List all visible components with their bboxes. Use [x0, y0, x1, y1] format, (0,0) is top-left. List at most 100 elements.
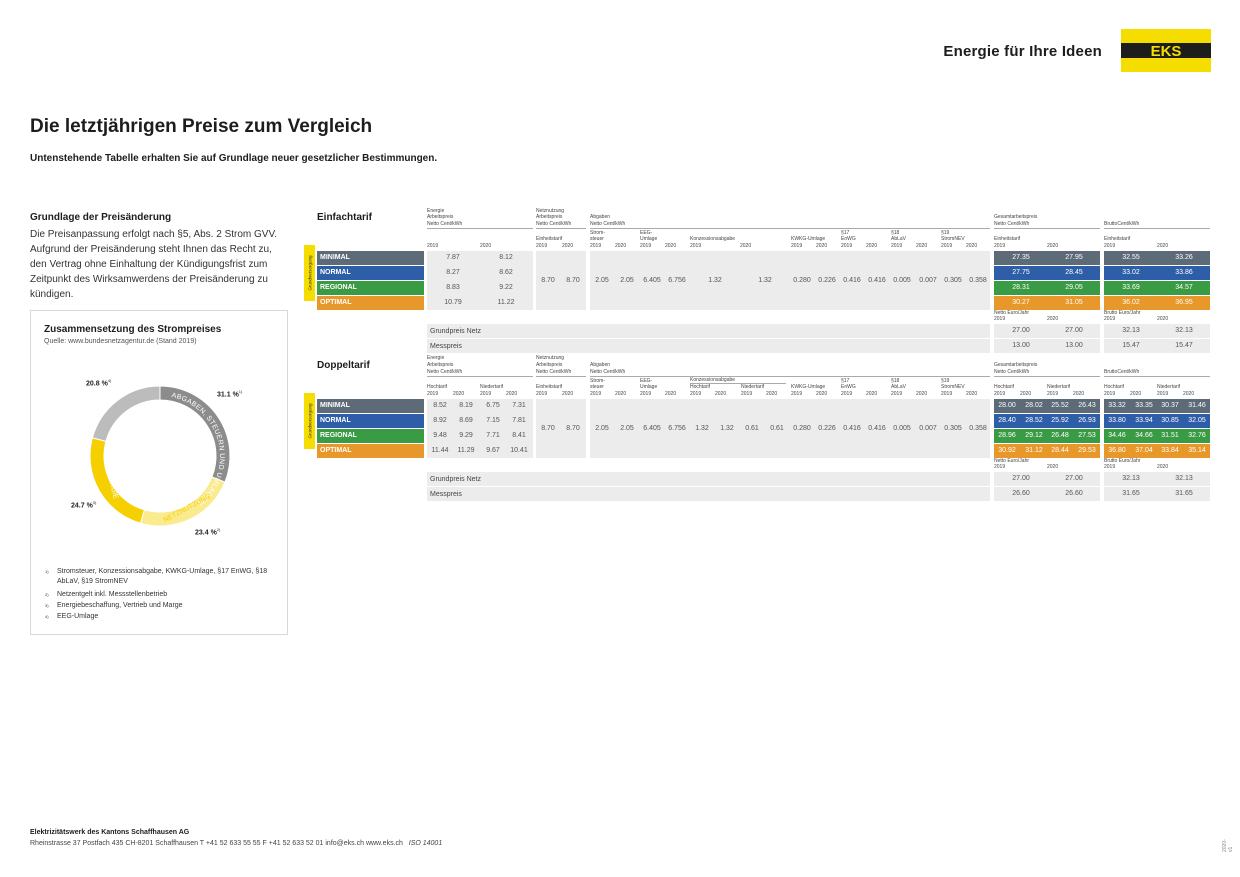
hdr-year: 2019 — [891, 391, 903, 397]
hdr-2020: 2020 — [1157, 316, 1169, 322]
shared-value: 8.70 — [566, 277, 580, 284]
gesamt-row-bg — [994, 266, 1100, 280]
doppeltarif-title: Doppeltarif — [317, 360, 370, 371]
fee-value: 27.00 — [1012, 327, 1030, 334]
fee-value: 15.47 — [1122, 342, 1140, 349]
hdr-year: 2020 — [715, 391, 727, 397]
gesamt-value: 28.52 — [1025, 417, 1043, 424]
hdr-strom: Strom- — [590, 230, 605, 236]
hdr-gesamt: Gesamtarbeitspreis — [994, 362, 1038, 368]
shared-value: 0.226 — [818, 277, 836, 284]
energie-value: 8.69 — [459, 417, 473, 424]
hdr-year: 2020 — [766, 391, 778, 397]
shared-value: 1.32 — [695, 425, 709, 432]
hdr-gesamt: Gesamtarbeitspreis — [994, 214, 1038, 220]
gesamt-2020: 28.45 — [1065, 269, 1083, 276]
hdr-hochtarif: Hochtarif — [994, 384, 1015, 390]
shared-value: 8.70 — [566, 425, 580, 432]
fee-row-bg — [427, 339, 990, 353]
hdr-year: 2019 — [690, 391, 702, 397]
gesamt-value: 25.52 — [1051, 402, 1069, 409]
gesamt-value: 31.12 — [1025, 447, 1043, 454]
gesamt-value: 28.02 — [1025, 402, 1043, 409]
hdr-p19: §19 — [941, 378, 950, 384]
hdr-2020: 2020 — [1047, 316, 1059, 322]
hdr-brutto-euro: Brutto Euro/Jahr — [1104, 310, 1141, 316]
energie-bg — [427, 251, 533, 310]
hdr-energie: Energie — [427, 355, 445, 361]
energie-value: 7.71 — [486, 432, 500, 439]
fee-brutto-bg — [1104, 324, 1210, 338]
fee-netto-bg — [994, 487, 1100, 501]
hdr-year: 2019 — [1157, 391, 1169, 397]
hdr-year: 2020 — [615, 391, 627, 397]
hdr-niedertarif: Niedertarif — [741, 384, 765, 390]
hdr-eeg: EEG- — [640, 230, 653, 236]
page-subtitle: Untenstehende Tabelle erhalten Sie auf G… — [30, 153, 438, 164]
hdr-2020: 2020 — [866, 243, 878, 249]
hdr-hochtarif: Hochtarif — [427, 384, 448, 390]
fee-value: 26.60 — [1012, 490, 1030, 497]
tarif-label: OPTIMAL — [317, 296, 424, 310]
hdr-abgaben: Abgaben — [590, 214, 611, 220]
hdr-netz-ap: Arbeitspreis — [536, 362, 563, 368]
energie-value: 8.52 — [433, 402, 447, 409]
brutto-2020: 36.95 — [1175, 299, 1193, 306]
grundversorgung-tag: Grundversorgung — [304, 393, 315, 449]
brutto-2020: 33.26 — [1175, 254, 1193, 261]
hdr-steuer: steuer — [590, 236, 604, 242]
brutto-row-bg — [1104, 266, 1210, 280]
gesamt-value: 34.66 — [1135, 432, 1153, 439]
brutto-2019: 33.69 — [1122, 284, 1140, 291]
fee-value: 31.65 — [1175, 490, 1193, 497]
shared-value: 1.32 — [758, 277, 772, 284]
hdr-brutto: BruttoCent/kWh — [1104, 369, 1140, 375]
hdr-p18: §18 — [891, 230, 900, 236]
shared-value: 0.61 — [770, 425, 784, 432]
gesamt-2020: 29.05 — [1065, 284, 1083, 291]
energie-value: 7.31 — [512, 402, 526, 409]
brutto-2020: 34.57 — [1175, 284, 1193, 291]
footer-address: Rheinstrasse 37 Postfach 435 CH-8201 Sch… — [30, 840, 443, 847]
gesamt-value: 32.76 — [1188, 432, 1206, 439]
composition-source: Quelle: www.bundesnetzagentur.de (Stand … — [44, 338, 197, 345]
hdr-2019: 2019 — [994, 316, 1006, 322]
energie-value: 9.29 — [459, 432, 473, 439]
footer-company: Elektrizitätswerk des Kantons Schaffhaus… — [30, 829, 190, 836]
donut-segment — [91, 385, 161, 443]
hdr-2019: 2019 — [590, 243, 602, 249]
shared-value: 0.280 — [793, 425, 811, 432]
netz-bg — [536, 399, 586, 458]
hdr-einheit: Einheitstarif — [1104, 236, 1131, 242]
shared-value: 0.416 — [868, 425, 886, 432]
gesamt-value: 28.40 — [998, 417, 1016, 424]
hdr-umlage: Umlage — [640, 236, 658, 242]
hdr-snev: StromNEV — [941, 384, 965, 390]
shared-value: 2.05 — [595, 277, 609, 284]
hdr-arbeitspreis: Arbeitspreis — [427, 214, 454, 220]
hdr-niedertarif: Niedertarif — [1157, 384, 1181, 390]
fee-value: 27.00 — [1012, 475, 1030, 482]
fee-value: 13.00 — [1065, 342, 1083, 349]
brutto-row-bg — [1104, 429, 1210, 443]
hdr-year: 2019 — [741, 391, 753, 397]
hdr-year: 2020 — [562, 391, 574, 397]
shared-value: 6.756 — [668, 425, 686, 432]
grundlage-heading: Grundlage der Preisänderung — [30, 212, 172, 223]
hdr-year: 2019 — [1104, 391, 1116, 397]
fee-value: 32.13 — [1122, 475, 1140, 482]
shared-value: 0.280 — [793, 277, 811, 284]
gesamt-value: 33.84 — [1161, 447, 1179, 454]
energie-value: 9.67 — [486, 447, 500, 454]
hdr-2020: 2020 — [740, 243, 752, 249]
energie-value: 9.48 — [433, 432, 447, 439]
tarif-label: OPTIMAL — [317, 444, 424, 458]
shared-value: 1.32 — [720, 425, 734, 432]
energie-2019: 8.83 — [446, 284, 460, 291]
hdr-ablav: AbLaV — [891, 236, 907, 242]
shared-value: 6.405 — [643, 425, 661, 432]
fee-label: Messpreis — [430, 343, 462, 350]
shared-value: 0.226 — [818, 425, 836, 432]
shared-value: 0.358 — [969, 277, 987, 284]
fee-value: 26.60 — [1065, 490, 1083, 497]
